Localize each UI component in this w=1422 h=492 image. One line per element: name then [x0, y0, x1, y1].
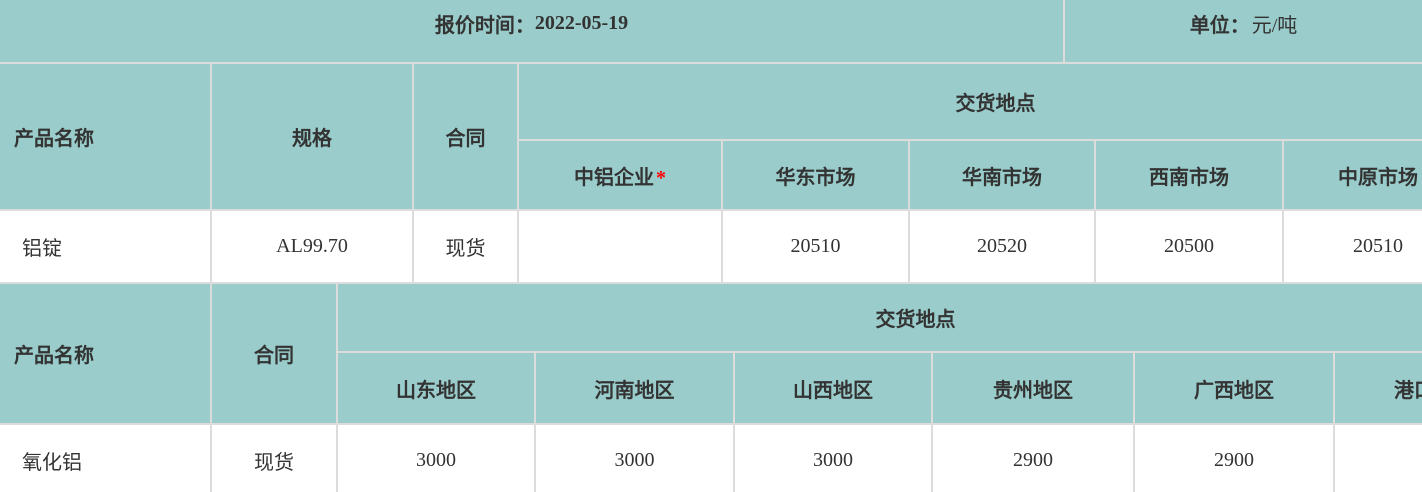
location-header-chinalco: 中铝企业 * [518, 140, 723, 211]
alumina-data-row: 氧化铝 现货 3000 3000 3000 2900 2900 [0, 424, 1422, 492]
price-cell [1334, 424, 1422, 492]
location-header-guizhou: 贵州地区 [932, 352, 1135, 425]
price-cell: 20510 [722, 210, 910, 284]
location-header-guangxi: 广西地区 [1134, 352, 1335, 425]
location-header-shandong: 山东地区 [337, 352, 536, 425]
location-header-southwest: 西南市场 [1095, 140, 1284, 211]
quote-time-value: 2022-05-19 [534, 11, 629, 34]
aluminum-data-row: 铝锭 AL99.70 现货 20510 20520 20500 20510 [0, 210, 1422, 284]
aluminum-price-table: 产品名称 规格 合同 交货地点 中铝企业 * 华东市场 华南市场 西南市场 中原市… [0, 64, 1422, 284]
quote-header-bar: 报价时间： 2022-05-19 单位： 元/吨 [0, 0, 1422, 64]
header-contract: 合同 [211, 284, 338, 425]
location-header-east-china: 华东市场 [722, 140, 910, 211]
header-delivery-location: 交货地点 [337, 284, 1422, 353]
unit-value: 元/吨 [1251, 14, 1298, 37]
alumina-price-table: 产品名称 合同 交货地点 山东地区 河南地区 山西地区 贵州地区 广西地区 港口… [0, 284, 1422, 492]
location-header-south-china: 华南市场 [909, 140, 1096, 211]
required-mark-asterisk: * [656, 166, 666, 189]
header-spec: 规格 [211, 64, 414, 211]
location-header-henan: 河南地区 [535, 352, 735, 425]
header-product-name: 产品名称 [0, 64, 212, 211]
header-contract: 合同 [413, 64, 519, 211]
price-cell: 2900 [1134, 424, 1335, 492]
price-cell: 2900 [932, 424, 1135, 492]
price-cell: 3000 [337, 424, 536, 492]
price-cell: 20520 [909, 210, 1096, 284]
price-cell [518, 210, 723, 284]
unit-label: 单位： [1189, 14, 1250, 37]
contract-cell: 现货 [211, 424, 338, 492]
price-cell: 3000 [734, 424, 933, 492]
price-cell: 20510 [1283, 210, 1422, 284]
location-header-shanxi: 山西地区 [734, 352, 933, 425]
price-cell: 20500 [1095, 210, 1284, 284]
location-label: 中铝企业 [574, 166, 654, 189]
contract-cell: 现货 [413, 210, 519, 284]
quote-time-label: 报价时间： [434, 14, 535, 37]
unit-cell: 单位： 元/吨 [1065, 0, 1422, 62]
header-delivery-location: 交货地点 [518, 64, 1422, 141]
product-name-cell: 氧化铝 [0, 424, 212, 492]
header-product-name: 产品名称 [0, 284, 212, 425]
quote-time-cell: 报价时间： 2022-05-19 [0, 0, 1065, 62]
price-cell: 3000 [535, 424, 735, 492]
product-name-cell: 铝锭 [0, 210, 212, 284]
spec-cell: AL99.70 [211, 210, 414, 284]
location-header-central-plains: 中原市场 [1283, 140, 1422, 211]
location-header-port: 港口 [1334, 352, 1422, 425]
